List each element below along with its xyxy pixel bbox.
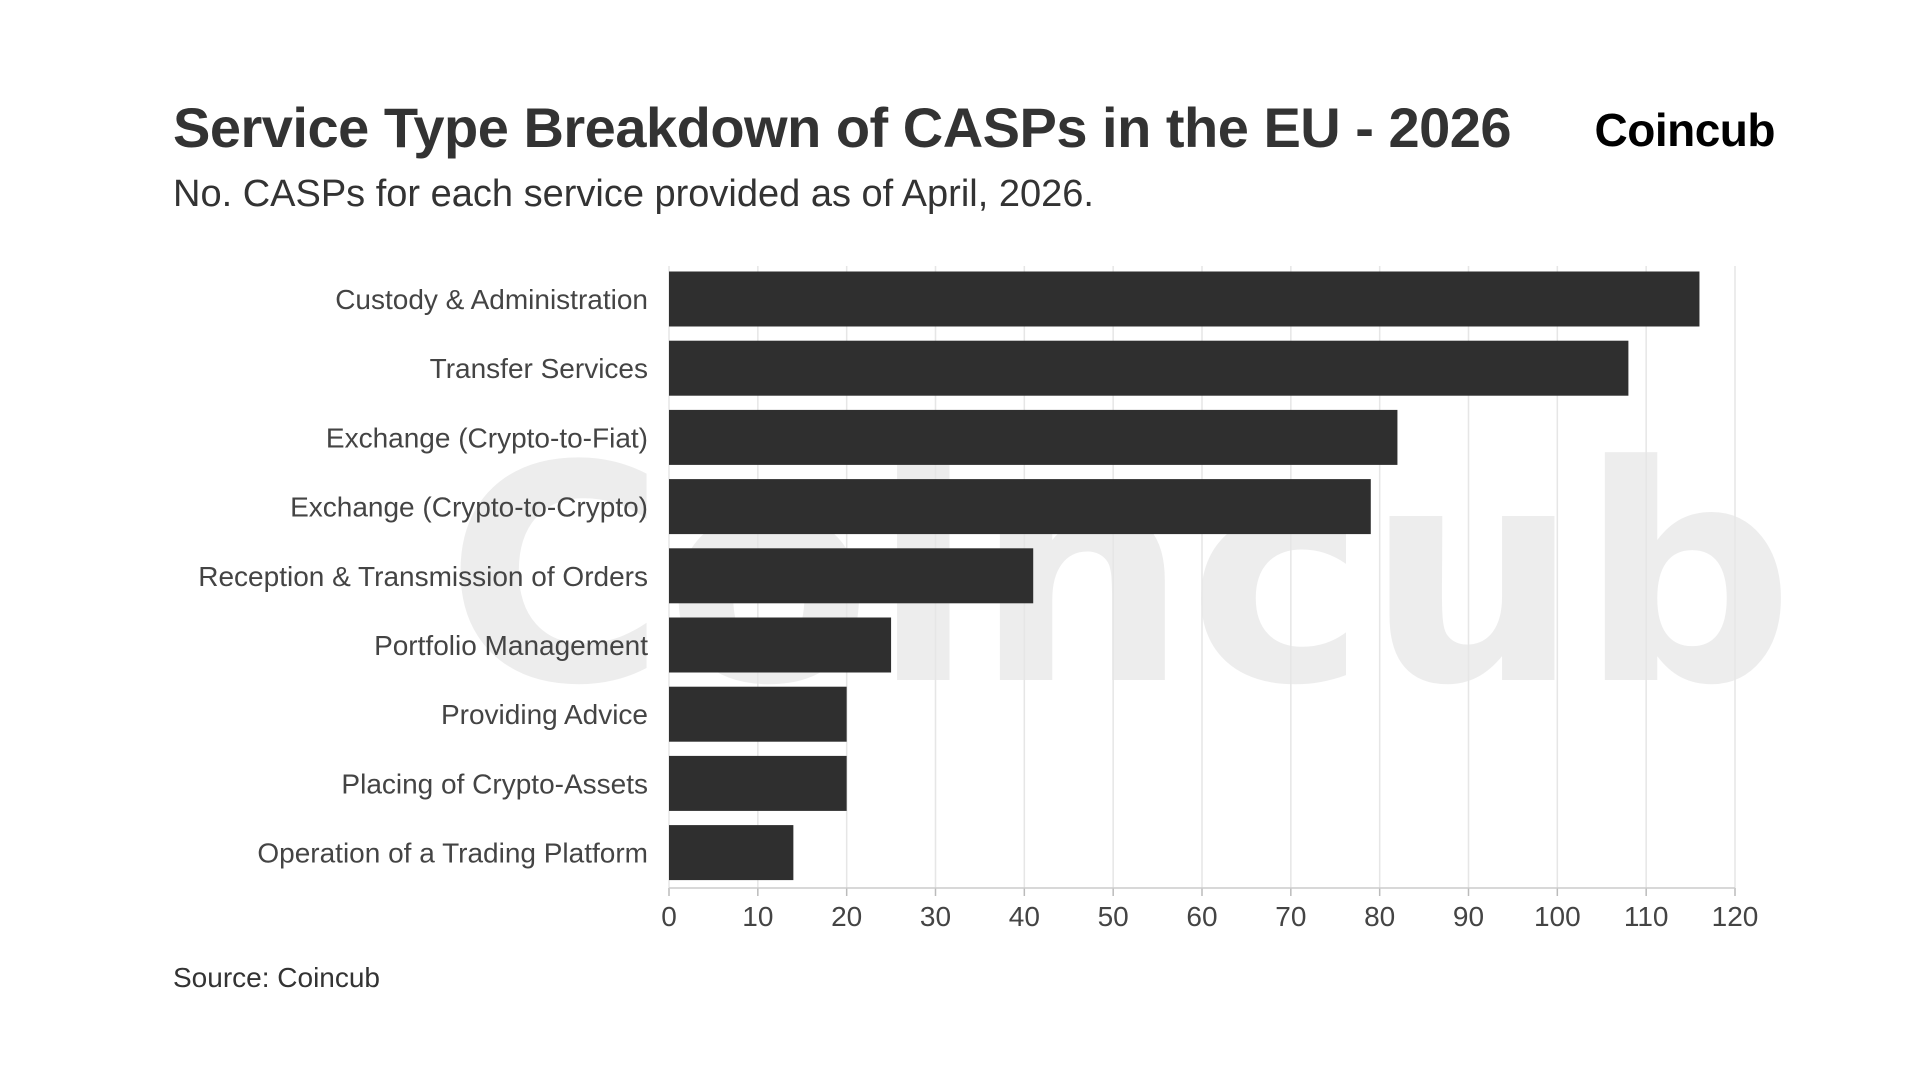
category-label: Transfer Services — [430, 353, 648, 384]
category-label: Providing Advice — [441, 699, 648, 730]
bar — [669, 617, 892, 673]
bar — [669, 755, 847, 811]
chart-subtitle: No. CASPs for each service provided as o… — [173, 173, 1094, 215]
category-label: Operation of a Trading Platform — [257, 838, 648, 869]
x-axis-ticks: 0 10 20 30 40 50 60 70 80 90 100 110 120 — [661, 887, 1759, 932]
bar — [669, 479, 1371, 535]
x-tick-label: 30 — [920, 901, 951, 932]
x-tick-label: 90 — [1453, 901, 1484, 932]
category-label: Custody & Administration — [335, 284, 648, 315]
x-tick-label: 80 — [1364, 901, 1395, 932]
bar — [669, 548, 1034, 604]
x-tick-label: 0 — [661, 901, 677, 932]
category-label: Exchange (Crypto-to-Fiat) — [326, 422, 648, 453]
bar — [669, 271, 1700, 327]
brand-logo: Coincub — [1594, 104, 1776, 156]
bar — [669, 340, 1629, 396]
x-tick-label: 40 — [1009, 901, 1040, 932]
x-tick-label: 10 — [742, 901, 773, 932]
chart-header: Service Type Breakdown of CASPs in the E… — [173, 95, 1785, 165]
x-tick-label: 60 — [1186, 901, 1217, 932]
bar — [669, 686, 847, 742]
category-label: Exchange (Crypto-to-Crypto) — [290, 492, 648, 523]
category-label: Reception & Transmission of Orders — [198, 561, 648, 592]
x-tick-label: 50 — [1098, 901, 1129, 932]
x-tick-label: 100 — [1534, 901, 1581, 932]
chart-title: Service Type Breakdown of CASPs in the E… — [173, 96, 1512, 159]
x-tick-label: 20 — [831, 901, 862, 932]
source-note: Source: Coincub — [173, 962, 381, 993]
x-tick-label: 70 — [1275, 901, 1306, 932]
bar — [669, 825, 794, 881]
x-tick-label: 110 — [1624, 901, 1669, 932]
bars — [669, 271, 1700, 881]
category-label: Placing of Crypto-Assets — [341, 768, 648, 799]
x-tick-label: 120 — [1712, 901, 1759, 932]
bar — [669, 409, 1398, 465]
category-labels: Custody & Administration Transfer Service… — [198, 284, 648, 869]
category-label: Portfolio Management — [374, 630, 648, 661]
